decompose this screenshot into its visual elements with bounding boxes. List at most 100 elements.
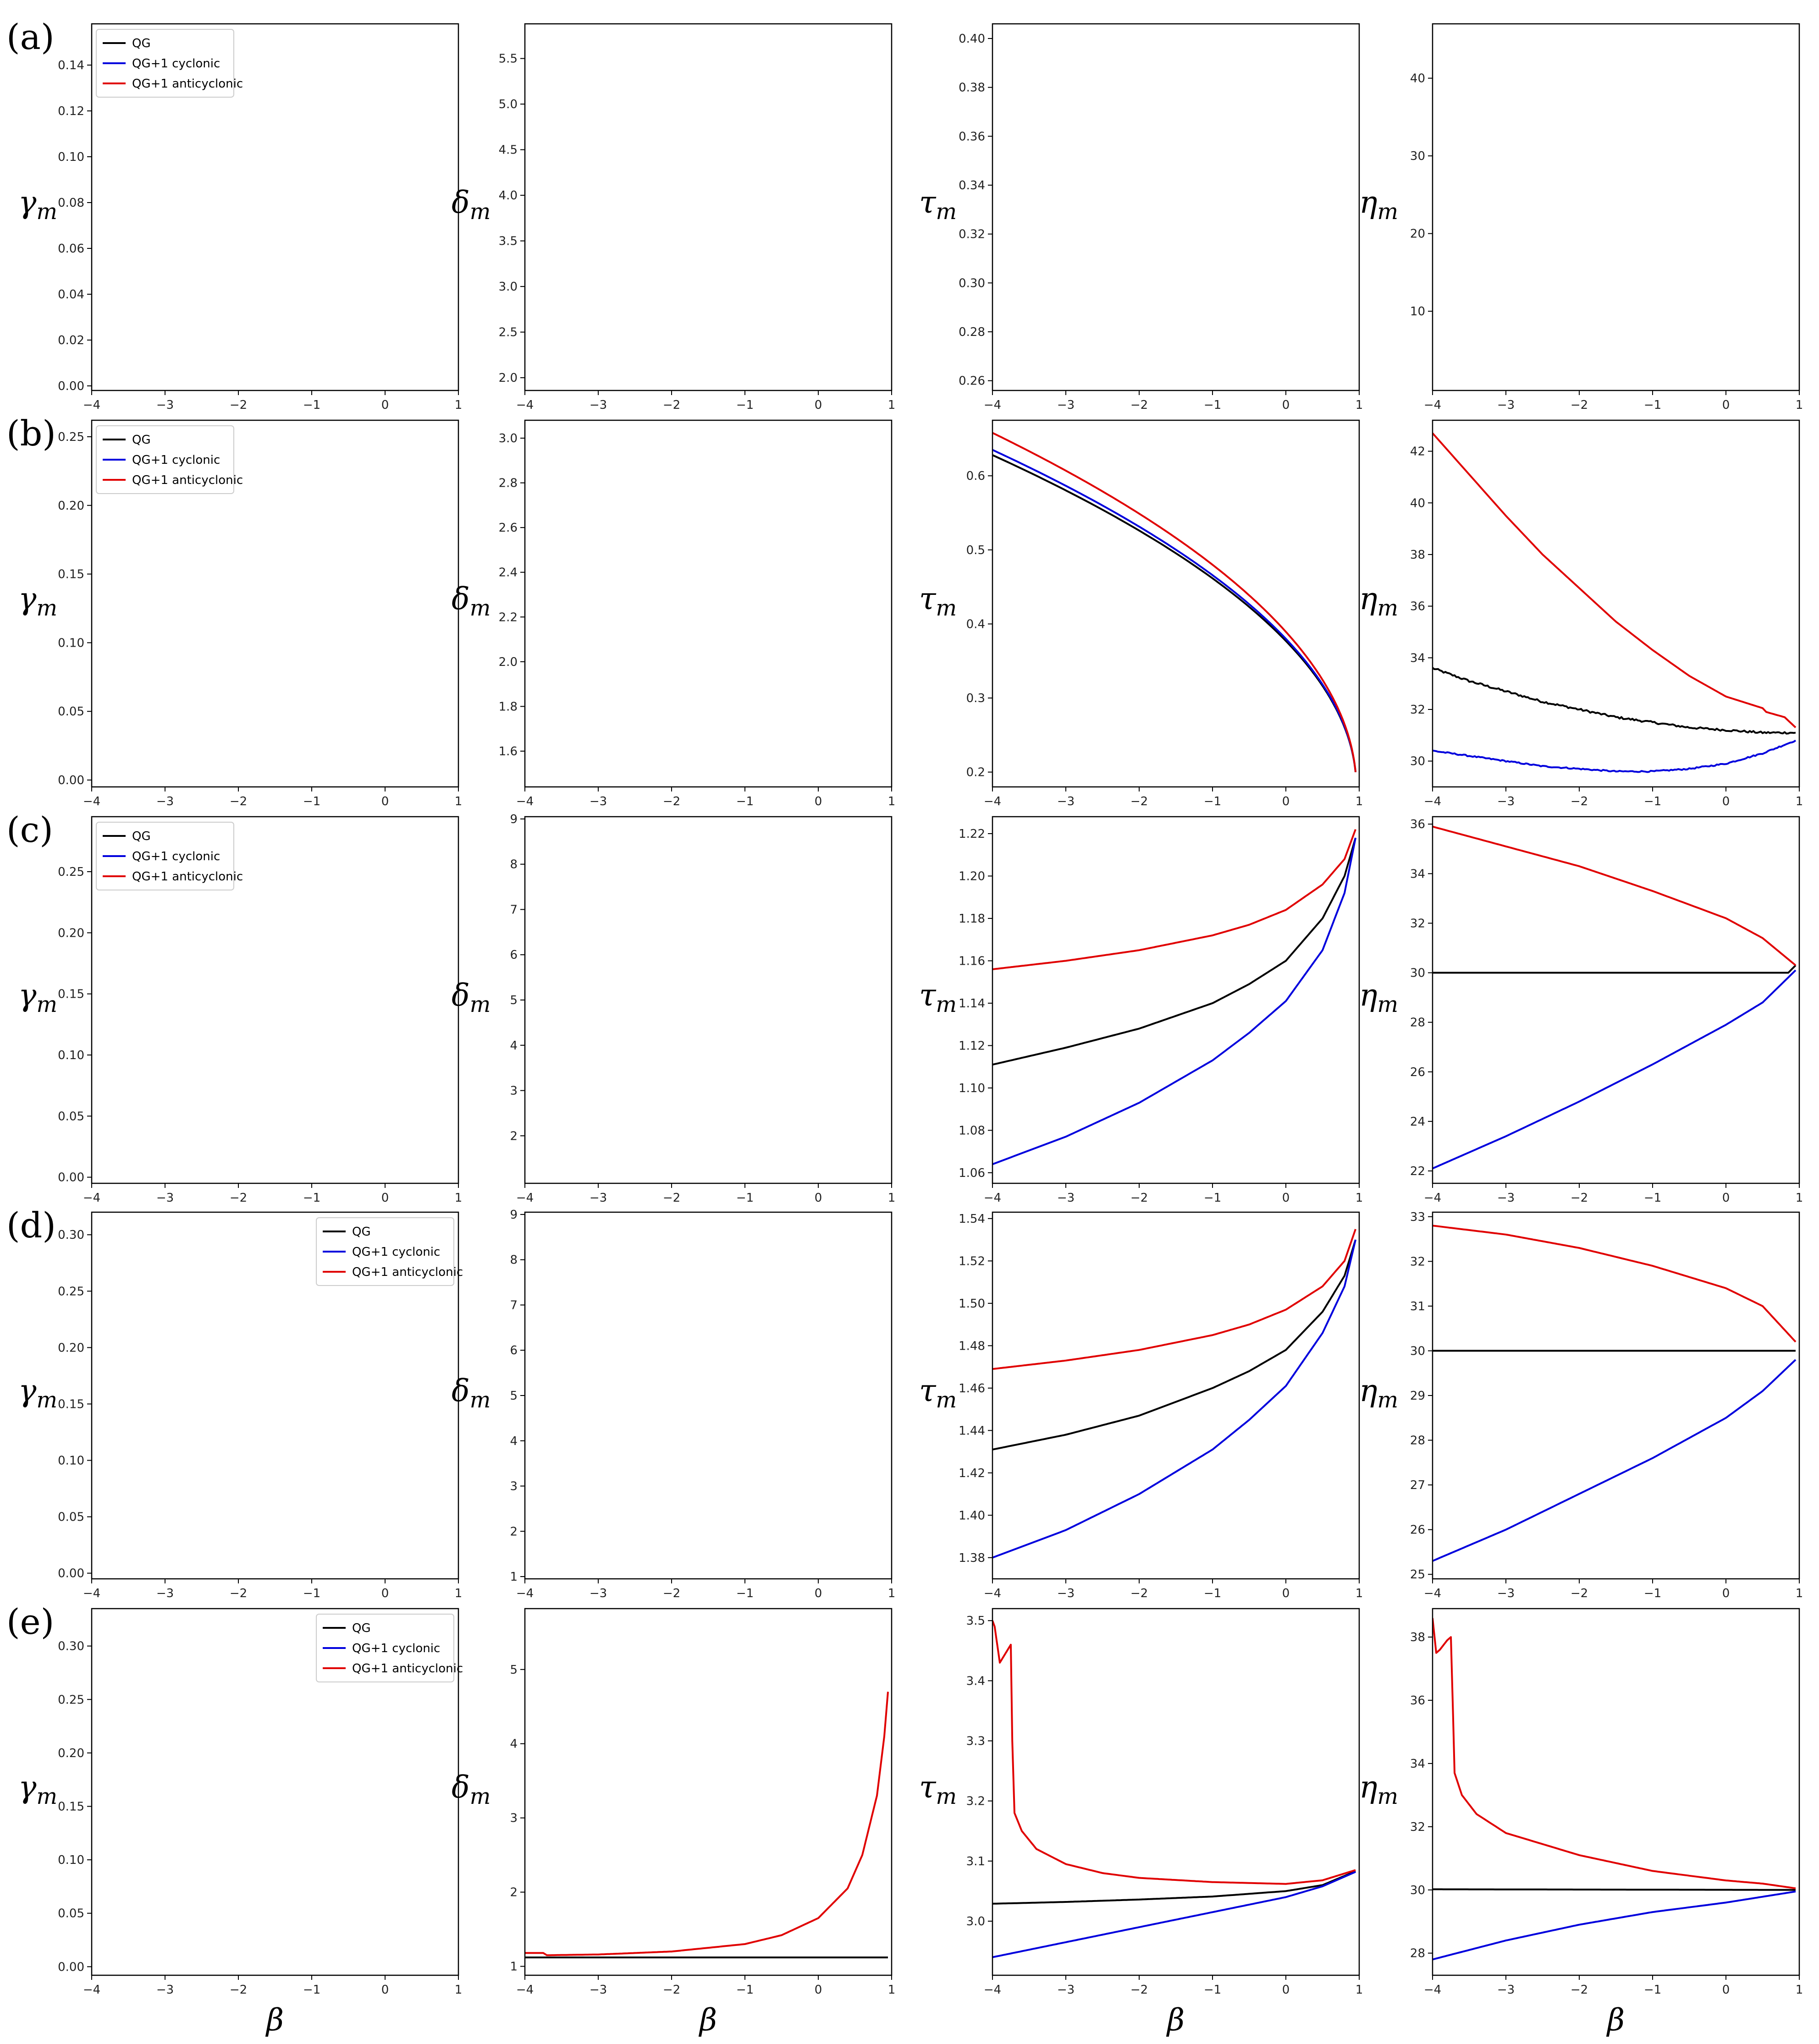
y-tick-label: 0.05	[58, 705, 84, 719]
x-tick-label: −3	[1497, 1587, 1515, 1600]
y-tick-label: 5	[510, 994, 518, 1007]
x-tick-label: 1	[1796, 398, 1803, 412]
y-axis-label: δm	[452, 185, 491, 225]
axes-frame	[524, 816, 893, 1184]
y-tick-label: 3.0	[966, 1915, 985, 1929]
y-tick-label: 20	[1410, 227, 1425, 241]
y-tick-label: 0.5	[966, 544, 985, 557]
x-tick-label: −2	[1130, 1191, 1148, 1205]
x-tick-label: 1	[1356, 1983, 1363, 1997]
x-tick-label: −4	[984, 1191, 1001, 1205]
y-tick-label: 3.2	[966, 1795, 985, 1808]
x-tick-label: −2	[230, 795, 247, 808]
subplot-5-2: −4 −3 −2 −1 0 1 1 2 3 4 5 δm β	[452, 1608, 896, 2038]
x-tick-label: 0	[815, 795, 822, 808]
x-tick-label: 0	[1722, 1983, 1730, 1997]
x-tick-label: −1	[303, 1983, 320, 1997]
y-axis-label: ηm	[1359, 581, 1398, 621]
x-tick-label: −3	[156, 1191, 174, 1205]
y-tick-label: 0.40	[959, 32, 985, 46]
x-tick-label: 1	[1356, 398, 1363, 412]
y-tick-label: 1.40	[959, 1509, 985, 1522]
x-tick-label: −2	[1130, 1587, 1148, 1600]
legend-entry: QG+1 anticyclonic	[132, 473, 243, 487]
x-tick-label: 0	[1722, 1191, 1730, 1205]
series-line-qg-1-anticyclonic	[525, 1692, 889, 1956]
y-tick-label: 0.00	[58, 1171, 84, 1185]
y-tick-label: 27	[1410, 1478, 1425, 1492]
y-tick-label: 0.00	[58, 1567, 84, 1581]
series-line-qg-1-anticyclonic	[1433, 1618, 1796, 1890]
y-tick-label: 40	[1410, 496, 1425, 510]
x-tick-label: 0	[1722, 398, 1730, 412]
x-tick-label: −4	[984, 795, 1001, 808]
y-axis-label: δm	[452, 581, 491, 621]
x-tick-label: −3	[156, 795, 174, 808]
x-axis-label: β	[265, 2002, 284, 2038]
x-tick-label: −2	[230, 398, 247, 412]
y-tick-label: 3.5	[966, 1614, 985, 1628]
x-tick-label: −4	[83, 398, 100, 412]
y-tick-label: 3.3	[966, 1735, 985, 1748]
x-tick-label: 1	[1356, 795, 1363, 808]
x-tick-label: −2	[1571, 795, 1588, 808]
series-line-qg-1-cyclonic	[992, 837, 1356, 1165]
x-tick-label: 0	[815, 1587, 822, 1600]
x-tick-label: 0	[1722, 795, 1730, 808]
y-tick-label: 2.5	[499, 326, 518, 340]
y-tick-label: 0.6	[966, 469, 985, 483]
subplot-3-4: −4 −3 −2 −1 0 1 22 24 26 28 30 32 34 36 ηm	[1359, 816, 1803, 1205]
y-tick-label: 4	[510, 1039, 518, 1053]
x-tick-label: −2	[663, 795, 680, 808]
y-tick-label: 9	[510, 813, 518, 826]
legend: QG QG+1 cyclonic QG+1 anticyclonic	[96, 29, 243, 98]
series-line-qg	[992, 837, 1356, 1066]
y-tick-label: 0.10	[58, 1049, 84, 1062]
series-line-qg-1-cyclonic	[1433, 1890, 1796, 1961]
y-tick-label: 0.34	[959, 179, 985, 192]
y-tick-label: 1.48	[959, 1339, 985, 1353]
y-tick-label: 1.6	[499, 745, 518, 758]
x-tick-label: −2	[1130, 398, 1148, 412]
y-tick-label: 0.05	[58, 1110, 84, 1123]
y-tick-label: 3	[510, 1812, 518, 1825]
x-tick-label: 1	[455, 1587, 463, 1600]
series-line-qg-1-anticyclonic	[1433, 432, 1797, 728]
x-tick-label: −4	[1424, 1587, 1441, 1600]
y-tick-label: 6	[510, 948, 518, 962]
x-tick-label: −1	[303, 1191, 320, 1205]
y-tick-label: 1.16	[959, 954, 985, 968]
y-tick-label: 1	[510, 1570, 518, 1584]
x-tick-label: 0	[1282, 1587, 1290, 1600]
x-tick-label: −3	[1497, 1191, 1515, 1205]
y-tick-label: 0.25	[58, 1693, 84, 1707]
x-tick-label: 0	[381, 795, 389, 808]
series-line-qg-1-cyclonic	[992, 1871, 1356, 1958]
y-tick-label: 0.4	[966, 617, 985, 631]
y-tick-label: 31	[1410, 1300, 1425, 1313]
y-tick-label: 0.26	[959, 374, 985, 388]
x-tick-label: −1	[1644, 1587, 1661, 1600]
x-tick-label: −4	[1424, 795, 1441, 808]
x-tick-label: −3	[1057, 1587, 1075, 1600]
x-tick-label: 1	[888, 1587, 896, 1600]
legend-entry: QG+1 cyclonic	[132, 57, 220, 71]
x-tick-label: 1	[888, 1191, 896, 1205]
x-tick-label: 0	[815, 1983, 822, 1997]
axes-frame	[992, 23, 1360, 391]
x-tick-label: −1	[303, 795, 320, 808]
x-tick-label: −4	[83, 795, 100, 808]
subplot-4-4: −4 −3 −2 −1 0 1 25 26 27 28 29 30 31 32 33 ηm	[1359, 1210, 1803, 1600]
subplot-1-4: −4 −3 −2 −1 0 1 10 20 30 40 ηm	[1359, 23, 1803, 412]
x-tick-label: −2	[230, 1191, 247, 1205]
axes-frame	[524, 1608, 893, 1976]
y-tick-label: 22	[1410, 1165, 1425, 1178]
y-axis-label: γm	[18, 581, 57, 621]
y-tick-label: 2	[510, 1129, 518, 1143]
y-tick-label: 0.02	[58, 334, 84, 347]
x-tick-label: −1	[1204, 1587, 1221, 1600]
series-line-qg	[1433, 1888, 1796, 1891]
series-line-qg-1-cyclonic	[992, 449, 1356, 773]
y-tick-label: 38	[1410, 1631, 1425, 1644]
x-tick-label: 1	[888, 1983, 896, 1997]
